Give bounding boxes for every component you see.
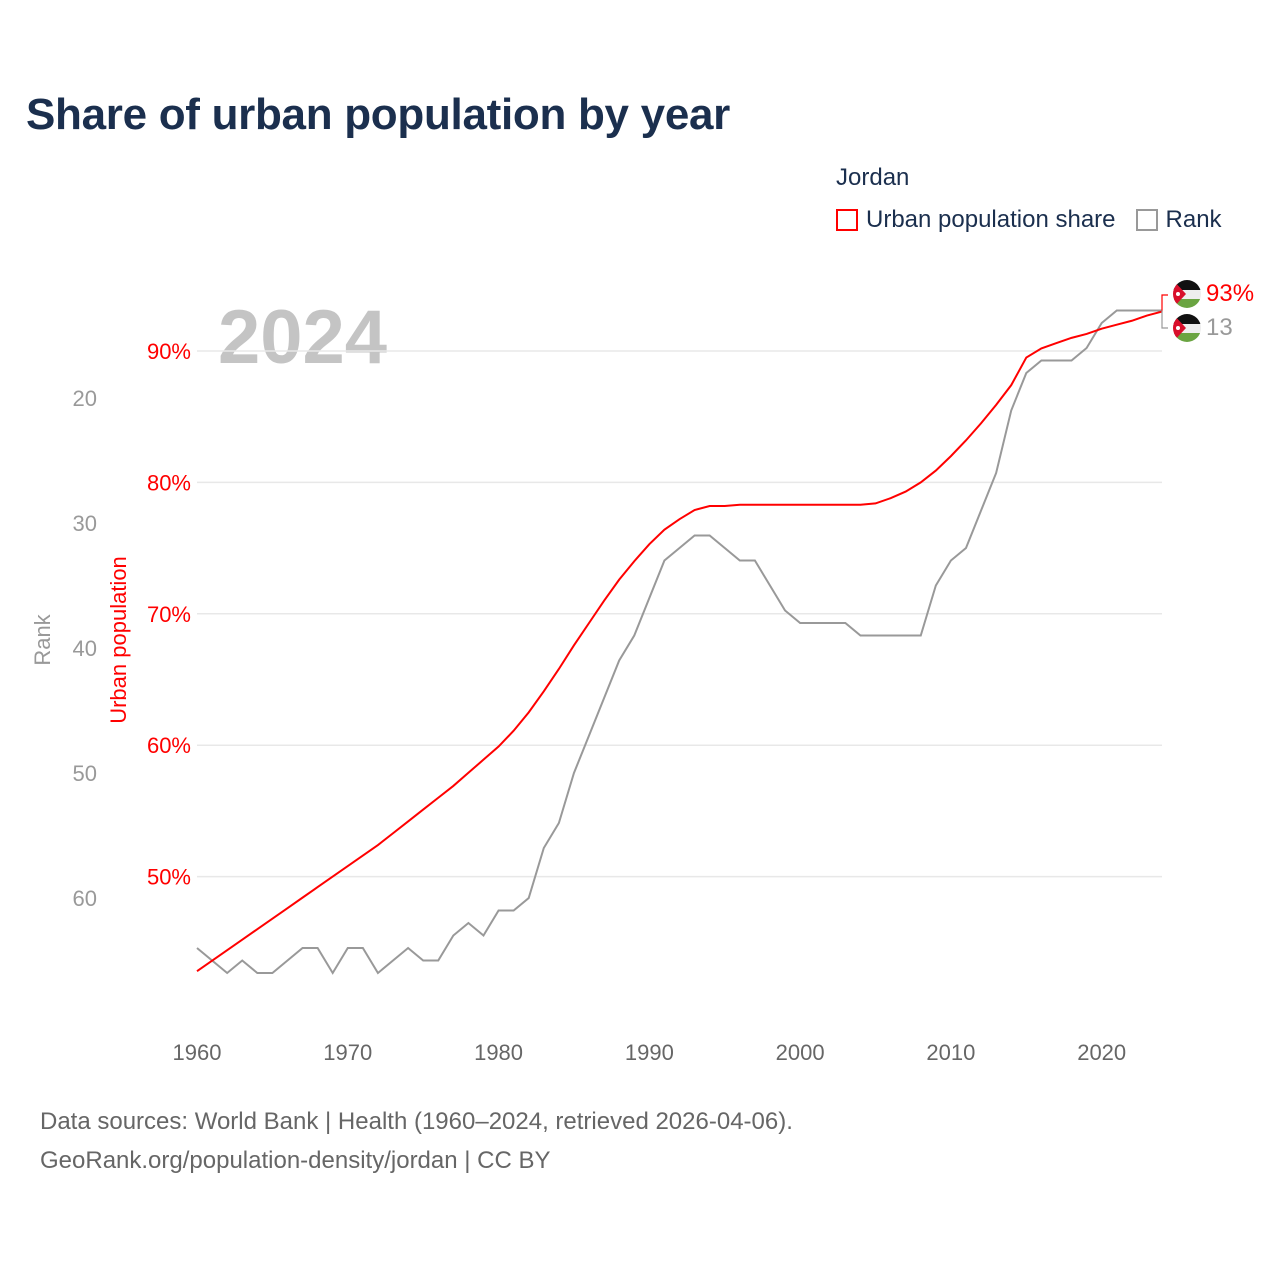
urban-end-label: 93%: [1206, 280, 1254, 307]
rank-tick-label: 60: [73, 886, 97, 911]
legend-title: Jordan: [836, 164, 910, 191]
rank-axis-title: Rank: [30, 613, 55, 665]
percent-tick-label: 90%: [147, 339, 191, 364]
x-tick-label: 1980: [474, 1040, 523, 1065]
rank-label-connector: [1161, 310, 1168, 329]
rank-end-label: 13: [1206, 314, 1233, 341]
legend-swatch-rank: [1135, 209, 1158, 231]
rank-line: [196, 309, 1162, 975]
legend-swatch-urban: [836, 209, 858, 231]
urban-share-line: [196, 310, 1163, 973]
x-tick-label: 1970: [323, 1040, 372, 1065]
source-line-2[interactable]: GeoRank.org/population-density/jordan | …: [40, 1147, 551, 1174]
rank-tick-label: 40: [73, 636, 97, 661]
percent-tick-label: 80%: [147, 470, 191, 495]
percent-tick-label: 50%: [147, 865, 191, 890]
x-tick-label: 1990: [625, 1040, 674, 1065]
x-tick-label: 2010: [926, 1040, 975, 1065]
chart-title: Share of urban population by year: [26, 90, 730, 139]
rank-tick-label: 20: [73, 386, 97, 411]
x-tick-label: 2020: [1077, 1040, 1126, 1065]
legend: Urban population share Rank: [836, 206, 1242, 234]
rank-tick-label: 50: [73, 761, 97, 786]
jordan-flag-icon: [1173, 314, 1201, 342]
year-watermark: 2024: [218, 295, 387, 380]
legend-item-urban[interactable]: Urban population share: [836, 206, 1116, 234]
urban-label-connector: [1161, 294, 1168, 312]
percent-axis-title: Urban population: [106, 556, 131, 724]
x-tick-label: 1960: [173, 1040, 222, 1065]
x-tick-label: 2000: [776, 1040, 825, 1065]
percent-tick-label: 70%: [147, 602, 191, 627]
source-line-1: Data sources: World Bank | Health (1960–…: [40, 1108, 793, 1135]
percent-tick-label: 60%: [147, 733, 191, 758]
legend-item-rank[interactable]: Rank: [1135, 206, 1222, 234]
jordan-flag-icon: [1173, 280, 1201, 308]
legend-label-rank: Rank: [1165, 206, 1222, 233]
legend-label-urban: Urban population share: [866, 206, 1116, 233]
rank-tick-label: 30: [73, 511, 97, 536]
